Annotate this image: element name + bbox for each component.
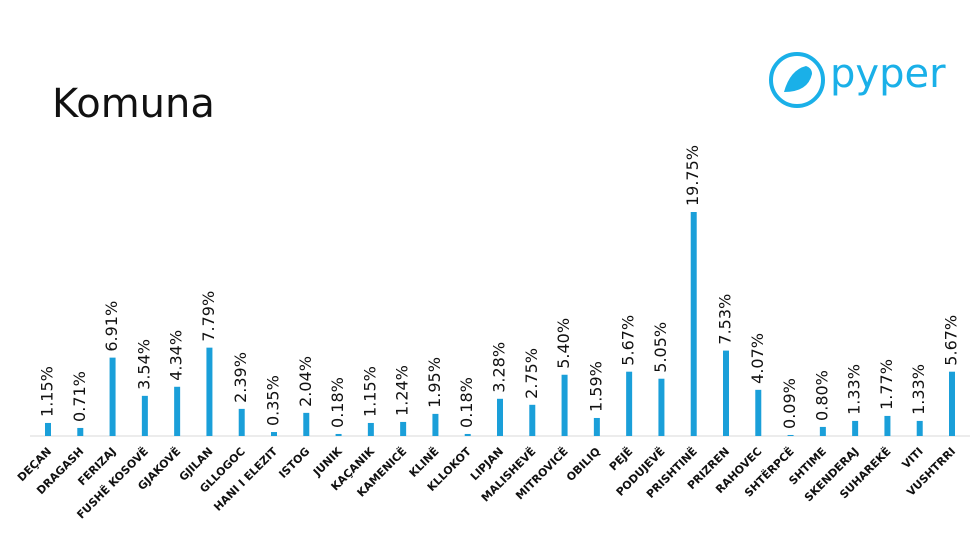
value-label: 0.80% (812, 370, 831, 421)
value-label: 1.77% (877, 359, 896, 410)
bar (593, 417, 600, 436)
bar (658, 378, 665, 436)
bar (884, 415, 891, 436)
logo-ring (769, 52, 825, 108)
bar (561, 374, 568, 436)
bar (787, 434, 794, 436)
chart-title: Komuna (52, 81, 215, 127)
value-label: 1.33% (845, 364, 864, 415)
bar (819, 426, 826, 436)
bar (852, 420, 859, 436)
x-tick-label: PEJË (606, 444, 635, 473)
value-label: 3.54% (134, 339, 153, 390)
value-label: 2.04% (296, 356, 315, 407)
value-label: 1.59% (586, 361, 605, 412)
bar (45, 422, 51, 436)
bar (755, 389, 762, 436)
value-label: 3.28% (490, 342, 509, 393)
value-label: 1.24% (393, 365, 412, 416)
value-label: 0.71% (70, 371, 89, 422)
value-label: 4.07% (748, 333, 767, 384)
logo-text: pyper (830, 51, 946, 97)
bar (206, 347, 213, 436)
value-label: 1.33% (909, 364, 928, 415)
bar (367, 422, 374, 436)
bar (109, 357, 116, 436)
bar (141, 395, 148, 436)
value-label: 4.34% (167, 330, 186, 381)
value-label: 0.18% (328, 377, 347, 428)
value-label: 7.79% (199, 291, 218, 342)
x-tick-label: VITI (900, 445, 926, 471)
value-label: 6.91% (102, 301, 121, 352)
value-label: 7.53% (716, 294, 735, 345)
bar (949, 371, 955, 436)
value-label: 0.18% (457, 377, 476, 428)
bar (238, 408, 245, 436)
x-tick-label: ISTOG (276, 445, 312, 481)
value-label: 1.15% (38, 366, 57, 417)
bar (916, 420, 923, 436)
value-label: 2.39% (231, 352, 250, 403)
bar (723, 350, 729, 436)
bar (464, 433, 471, 436)
bar (432, 413, 439, 436)
bar (529, 404, 536, 436)
bar (400, 421, 407, 436)
bar (303, 412, 310, 436)
bar (626, 371, 633, 436)
value-label: 1.95% (425, 357, 444, 408)
logo: pyper (769, 51, 946, 108)
value-label: 2.75% (522, 348, 541, 399)
bar (335, 433, 342, 436)
value-label: 5.67% (942, 315, 961, 366)
value-label: 5.40% (554, 318, 573, 369)
value-label: 5.67% (619, 315, 638, 366)
bar (77, 427, 84, 436)
value-label: 19.75% (683, 145, 702, 206)
bar (271, 432, 277, 436)
bar (497, 398, 503, 436)
value-label: 0.09% (780, 378, 799, 429)
value-label: 5.05% (651, 322, 670, 373)
x-tick-label: MALISHEVË (478, 444, 538, 504)
bar (690, 212, 697, 436)
value-label: 1.15% (360, 366, 379, 417)
x-tick-label: OBILIQ (564, 445, 603, 484)
value-label: 0.35% (264, 375, 283, 426)
bar (174, 386, 181, 436)
logo-bird (784, 66, 812, 92)
